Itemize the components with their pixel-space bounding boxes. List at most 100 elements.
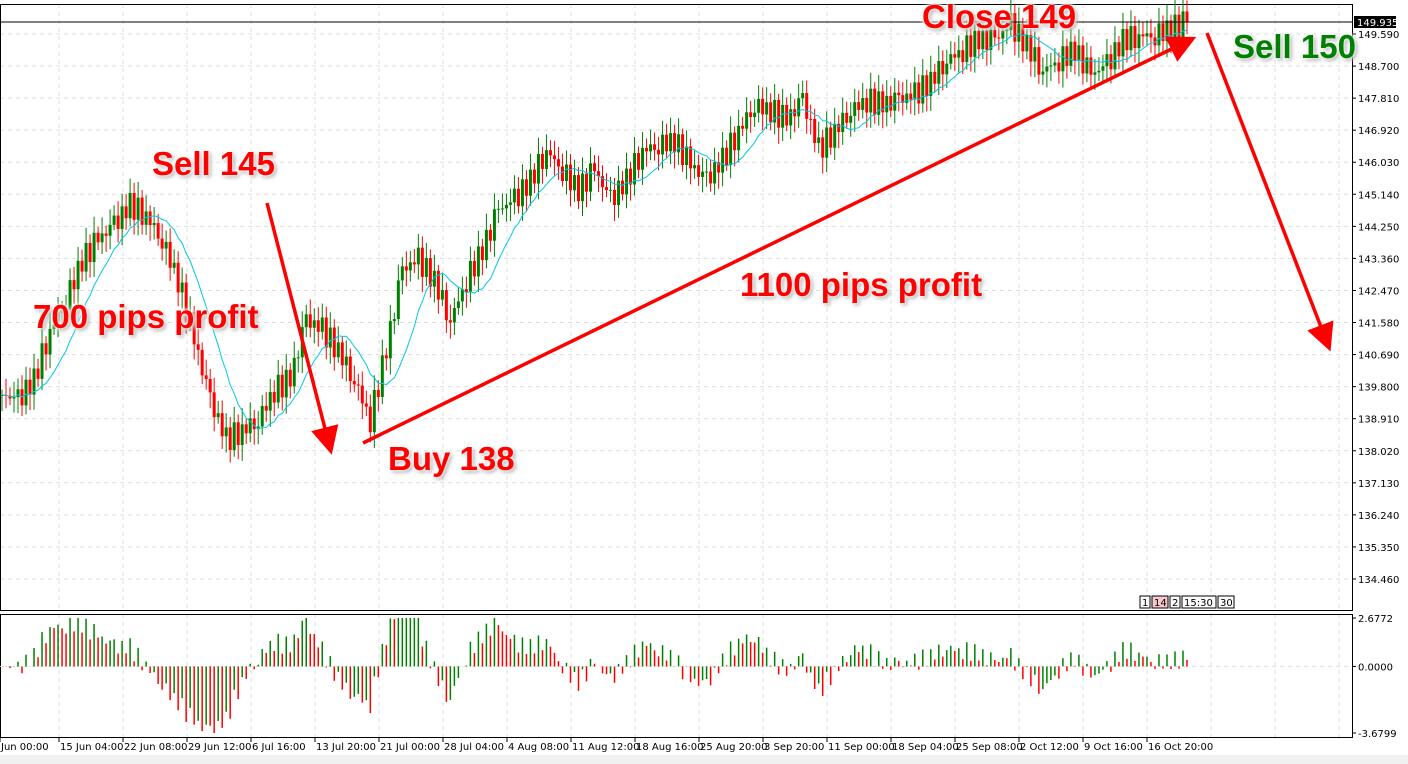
price-tick-label: 138.020 <box>1358 447 1399 458</box>
candle-body <box>324 317 328 348</box>
candle-body <box>869 88 873 113</box>
candle-body <box>452 308 456 323</box>
candle-body <box>200 349 204 376</box>
candle-body <box>853 102 857 116</box>
session-tag-label: 14 <box>1154 598 1167 609</box>
candle-body <box>376 389 380 398</box>
candle-body <box>292 357 296 387</box>
candle-body <box>28 379 32 395</box>
candle-body <box>1173 14 1177 40</box>
trend-arrow <box>1205 32 1334 352</box>
candle-body <box>232 422 236 451</box>
candle-body <box>829 127 833 148</box>
price-tick-label: 145.140 <box>1358 190 1399 201</box>
candle-body <box>781 104 785 128</box>
candle-body <box>881 91 885 113</box>
candle-body <box>1133 26 1137 49</box>
candle-body <box>352 381 356 385</box>
candle-body <box>769 102 773 123</box>
candle-body <box>132 192 136 220</box>
candle-body <box>693 165 697 169</box>
candle-body <box>669 133 673 152</box>
candle-body <box>348 356 352 382</box>
candle-body <box>613 189 617 205</box>
candle-body <box>528 169 532 196</box>
candle-body <box>336 342 340 358</box>
candle-body <box>837 123 841 132</box>
candle-body <box>308 314 312 328</box>
candle-body <box>56 312 60 325</box>
candle-body <box>765 102 769 115</box>
candle-body <box>32 368 36 395</box>
candle-body <box>597 171 601 177</box>
candle-body <box>572 175 576 191</box>
price-tick-label: 141.580 <box>1358 319 1399 330</box>
candle-body <box>188 312 192 323</box>
candle-body <box>973 30 977 57</box>
candle-body <box>893 92 897 111</box>
candle-body <box>725 147 729 166</box>
indicator-tick-label: -3.6799 <box>1358 729 1397 740</box>
time-tick-label: 25 Aug 20:00 <box>700 742 767 753</box>
candle-body <box>961 50 965 63</box>
candle-body <box>1017 23 1021 42</box>
candle-body <box>929 71 933 96</box>
candle-body <box>228 427 232 451</box>
candle-body <box>1025 35 1029 52</box>
candle-body <box>380 355 384 398</box>
candle-body <box>897 92 901 96</box>
candle-body <box>332 327 336 358</box>
candle-body <box>945 63 949 75</box>
candle-body <box>420 247 424 277</box>
candle-body <box>785 104 789 126</box>
candle-body <box>889 95 893 111</box>
candle-body <box>653 144 657 150</box>
candle-body <box>933 71 937 84</box>
candle-body <box>729 132 733 166</box>
session-tag <box>1169 595 1181 609</box>
candle-body <box>753 112 757 118</box>
price-tick-label: 146.030 <box>1358 158 1399 169</box>
candle-body <box>516 188 520 207</box>
candle-body <box>849 115 853 123</box>
candle-body <box>997 37 1001 39</box>
candle-body <box>1081 45 1085 74</box>
candle-body <box>100 233 104 243</box>
session-tag-label: 1 <box>1142 598 1148 609</box>
candle-body <box>460 289 464 302</box>
candle-body <box>136 197 140 220</box>
candle-body <box>685 146 689 166</box>
candle-body <box>256 426 260 430</box>
candle-body <box>633 153 637 185</box>
candle-body <box>548 150 552 156</box>
candle-body <box>544 150 548 169</box>
candle-body <box>789 109 793 126</box>
candle-body <box>340 342 344 366</box>
candle-body <box>805 93 809 119</box>
time-tick-label: 18 Aug 16:00 <box>636 742 703 753</box>
candle-body <box>821 137 825 158</box>
candle-body <box>1009 13 1013 30</box>
candle-body <box>584 173 588 192</box>
candle-body <box>1089 57 1093 75</box>
candle-body <box>372 389 376 433</box>
price-tick-label: 148.700 <box>1358 62 1399 73</box>
candle-body <box>328 327 332 348</box>
candle-body <box>472 260 476 277</box>
price-tick-label: 135.350 <box>1358 543 1399 554</box>
time-tick-label: 3 Sep 20:00 <box>764 742 824 753</box>
candle-body <box>176 262 180 293</box>
candle-body <box>388 321 392 359</box>
candle-body <box>240 424 244 445</box>
candle-body <box>861 98 865 110</box>
candle-body <box>252 418 256 430</box>
candle-body <box>977 30 981 50</box>
candle-body <box>1049 65 1053 67</box>
candle-body <box>629 168 633 185</box>
candle-body <box>76 260 80 290</box>
candle-body <box>532 169 536 184</box>
candle-body <box>1177 14 1181 37</box>
candle-body <box>236 422 240 445</box>
time-tick-label: Jun 00:00 <box>0 742 49 753</box>
candle-body <box>96 232 100 243</box>
